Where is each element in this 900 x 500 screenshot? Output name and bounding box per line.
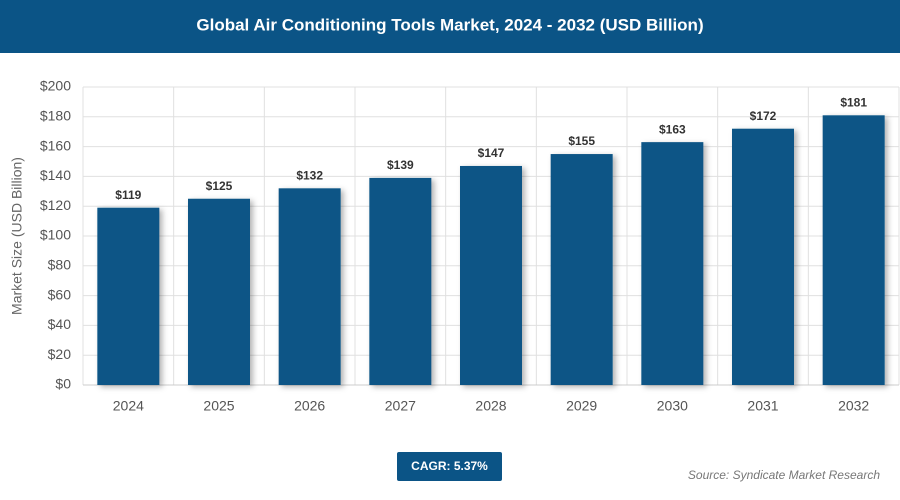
y-axis-label: Market Size (USD Billion) (9, 157, 25, 315)
data-label: $119 (115, 188, 141, 202)
y-tick-label: $120 (40, 197, 71, 213)
chart-title: Global Air Conditioning Tools Market, 20… (196, 15, 703, 34)
bar (369, 177, 432, 385)
y-tick-label: $20 (48, 346, 72, 362)
data-label: $163 (659, 122, 686, 136)
bar (278, 188, 341, 385)
x-tick-label: 2032 (838, 398, 869, 414)
cagr-badge (397, 452, 502, 481)
x-tick-label: 2031 (747, 398, 778, 414)
bar (641, 142, 704, 385)
x-tick-label: 2028 (475, 398, 506, 414)
x-tick-label: 2030 (657, 398, 688, 414)
y-tick-label: $40 (48, 316, 72, 332)
x-tick-label: 2024 (113, 398, 144, 414)
y-tick-label: $180 (40, 108, 71, 124)
source-text: Source: Syndicate Market Research (688, 468, 880, 482)
title-bar (0, 0, 900, 53)
data-label: $155 (568, 134, 595, 148)
data-label: $139 (387, 158, 414, 172)
data-label: $147 (478, 146, 505, 160)
bar (460, 165, 522, 385)
x-tick-label: 2029 (566, 398, 597, 414)
data-label: $172 (750, 109, 777, 123)
data-label: $181 (840, 95, 867, 109)
bar (550, 154, 613, 385)
x-tick-label: 2025 (203, 398, 234, 414)
cagr-text: CAGR: 5.37% (411, 459, 488, 473)
y-tick-label: $100 (40, 227, 71, 243)
x-tick-label: 2027 (385, 398, 416, 414)
y-tick-label: $0 (55, 376, 71, 392)
bar (732, 128, 794, 385)
y-tick-label: $160 (40, 137, 71, 153)
bar (188, 198, 250, 385)
y-tick-label: $140 (40, 167, 71, 183)
bar (97, 207, 160, 385)
bar (822, 115, 885, 385)
y-tick-label: $200 (40, 78, 71, 94)
y-tick-label: $60 (48, 286, 72, 302)
y-tick-label: $80 (48, 257, 72, 273)
x-tick-label: 2026 (294, 398, 325, 414)
data-label: $132 (296, 168, 323, 182)
data-label: $125 (206, 179, 233, 193)
